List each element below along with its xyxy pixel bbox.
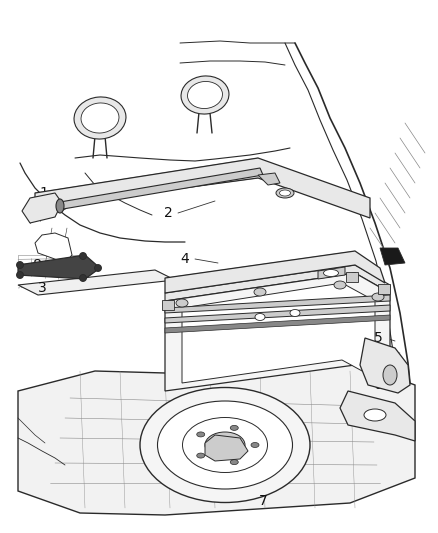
Ellipse shape xyxy=(183,417,268,472)
Polygon shape xyxy=(258,173,280,185)
Ellipse shape xyxy=(187,82,223,109)
Ellipse shape xyxy=(254,288,266,296)
Ellipse shape xyxy=(176,299,188,307)
Ellipse shape xyxy=(17,262,24,269)
Ellipse shape xyxy=(290,310,300,317)
Text: 4: 4 xyxy=(180,252,189,266)
Ellipse shape xyxy=(364,409,386,421)
Polygon shape xyxy=(18,361,415,515)
Ellipse shape xyxy=(56,199,64,213)
Text: 2: 2 xyxy=(164,206,173,220)
Text: 7: 7 xyxy=(258,494,267,508)
Ellipse shape xyxy=(181,76,229,114)
Ellipse shape xyxy=(324,270,339,277)
Ellipse shape xyxy=(251,442,259,448)
Ellipse shape xyxy=(383,365,397,385)
Text: 1: 1 xyxy=(39,186,49,200)
Ellipse shape xyxy=(80,253,86,260)
Ellipse shape xyxy=(205,432,245,458)
Polygon shape xyxy=(165,315,390,333)
Polygon shape xyxy=(205,435,248,461)
Text: 6: 6 xyxy=(374,378,382,392)
Ellipse shape xyxy=(372,293,384,301)
Ellipse shape xyxy=(140,387,310,503)
Ellipse shape xyxy=(81,103,119,133)
Text: 5: 5 xyxy=(374,331,382,345)
Polygon shape xyxy=(18,255,100,279)
Polygon shape xyxy=(35,158,370,218)
Ellipse shape xyxy=(197,453,205,458)
Polygon shape xyxy=(165,251,385,293)
Ellipse shape xyxy=(80,274,86,281)
Ellipse shape xyxy=(158,401,293,489)
Ellipse shape xyxy=(255,313,265,320)
Polygon shape xyxy=(60,168,263,209)
Ellipse shape xyxy=(279,190,290,196)
Polygon shape xyxy=(35,233,72,263)
Polygon shape xyxy=(165,265,390,301)
Ellipse shape xyxy=(230,459,238,465)
Ellipse shape xyxy=(230,425,238,430)
Polygon shape xyxy=(18,270,175,295)
Polygon shape xyxy=(162,300,174,310)
Polygon shape xyxy=(22,193,62,223)
Polygon shape xyxy=(182,283,375,383)
Ellipse shape xyxy=(17,271,24,279)
Ellipse shape xyxy=(334,281,346,289)
Ellipse shape xyxy=(276,188,294,198)
Polygon shape xyxy=(318,267,345,279)
Polygon shape xyxy=(165,273,390,391)
Ellipse shape xyxy=(74,97,126,139)
Polygon shape xyxy=(165,295,390,313)
Polygon shape xyxy=(378,284,390,294)
Polygon shape xyxy=(340,391,415,441)
Polygon shape xyxy=(346,272,358,282)
Text: 8: 8 xyxy=(32,258,42,272)
Ellipse shape xyxy=(197,432,205,437)
Polygon shape xyxy=(360,338,410,393)
Polygon shape xyxy=(165,305,390,323)
Polygon shape xyxy=(380,248,405,265)
Text: 3: 3 xyxy=(38,281,46,295)
Ellipse shape xyxy=(95,264,102,271)
